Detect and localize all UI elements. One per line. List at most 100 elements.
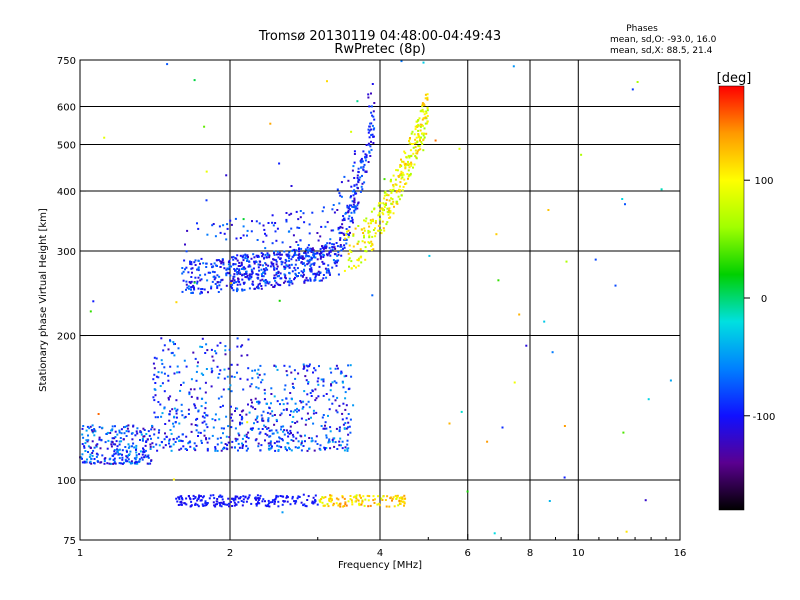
data-point xyxy=(382,495,385,498)
data-point xyxy=(374,498,376,501)
data-point xyxy=(257,286,259,289)
y-tick-label: 300 xyxy=(57,247,76,258)
data-point xyxy=(290,410,292,413)
data-point xyxy=(181,497,183,500)
data-point xyxy=(414,128,417,131)
data-point xyxy=(421,118,424,121)
data-point xyxy=(669,379,672,382)
data-point xyxy=(197,410,200,413)
data-point xyxy=(181,498,184,501)
data-point xyxy=(370,249,373,252)
data-point xyxy=(310,270,313,273)
data-point xyxy=(129,462,132,465)
data-point xyxy=(204,352,207,354)
data-point xyxy=(302,493,305,496)
data-point xyxy=(257,277,260,280)
data-point xyxy=(152,378,155,381)
data-point xyxy=(242,501,245,504)
data-point xyxy=(347,206,350,209)
data-point xyxy=(423,136,426,139)
data-point xyxy=(280,277,283,280)
data-point xyxy=(150,428,153,431)
data-point xyxy=(234,410,236,412)
data-point xyxy=(267,442,270,445)
data-point xyxy=(149,443,152,446)
data-point xyxy=(201,337,204,340)
data-point xyxy=(316,232,319,234)
data-point xyxy=(335,427,338,430)
data-point xyxy=(275,281,278,284)
data-point xyxy=(237,501,240,504)
data-point xyxy=(306,263,309,266)
data-point xyxy=(409,162,412,165)
data-point xyxy=(326,221,329,224)
data-point xyxy=(242,443,244,446)
data-point xyxy=(329,254,332,257)
data-point xyxy=(359,190,362,193)
data-point xyxy=(279,495,282,497)
data-point xyxy=(337,273,340,276)
data-point xyxy=(298,446,300,449)
data-point xyxy=(136,427,139,430)
data-point xyxy=(271,242,274,245)
data-point xyxy=(283,364,286,367)
data-point xyxy=(362,150,365,153)
data-point xyxy=(233,501,236,504)
data-point xyxy=(263,398,266,401)
data-point xyxy=(425,110,428,113)
data-point xyxy=(207,291,209,294)
data-point xyxy=(116,450,119,453)
data-point xyxy=(175,416,178,419)
data-point xyxy=(283,268,286,270)
data-point xyxy=(369,122,372,125)
data-point xyxy=(222,263,225,266)
data-point xyxy=(91,430,94,433)
data-point xyxy=(91,440,94,443)
data-point xyxy=(288,448,291,451)
data-point xyxy=(323,262,326,265)
data-point xyxy=(206,414,209,417)
data-point xyxy=(187,442,190,445)
data-point xyxy=(426,98,429,101)
data-point xyxy=(308,259,311,262)
data-point xyxy=(181,272,184,275)
data-point xyxy=(314,494,317,497)
data-point xyxy=(188,441,191,444)
data-point xyxy=(207,271,210,274)
data-point xyxy=(300,443,303,446)
data-point xyxy=(372,115,375,118)
data-point xyxy=(348,215,351,218)
data-point xyxy=(367,93,370,96)
data-point xyxy=(401,189,404,192)
data-point xyxy=(264,272,267,275)
data-point xyxy=(235,257,238,260)
data-point xyxy=(257,368,260,371)
data-point xyxy=(420,141,423,143)
data-point xyxy=(402,173,405,176)
data-point xyxy=(200,405,203,408)
data-point xyxy=(412,146,415,149)
data-point xyxy=(311,247,314,250)
data-point xyxy=(347,229,350,232)
data-point xyxy=(356,174,359,177)
data-point xyxy=(271,221,274,224)
data-point xyxy=(153,428,156,431)
data-point xyxy=(283,250,286,253)
data-point xyxy=(270,402,272,405)
data-point xyxy=(124,446,127,448)
data-point xyxy=(301,263,304,265)
data-point xyxy=(365,250,368,253)
data-point xyxy=(261,255,264,258)
data-point xyxy=(354,227,357,230)
data-point xyxy=(90,457,93,460)
data-point xyxy=(122,438,125,441)
data-point xyxy=(211,265,214,268)
data-point xyxy=(227,425,230,428)
data-point xyxy=(285,496,288,499)
data-point xyxy=(200,372,203,375)
data-point xyxy=(486,440,489,443)
data-point xyxy=(172,341,175,344)
data-point xyxy=(363,241,366,244)
data-point xyxy=(113,462,116,465)
